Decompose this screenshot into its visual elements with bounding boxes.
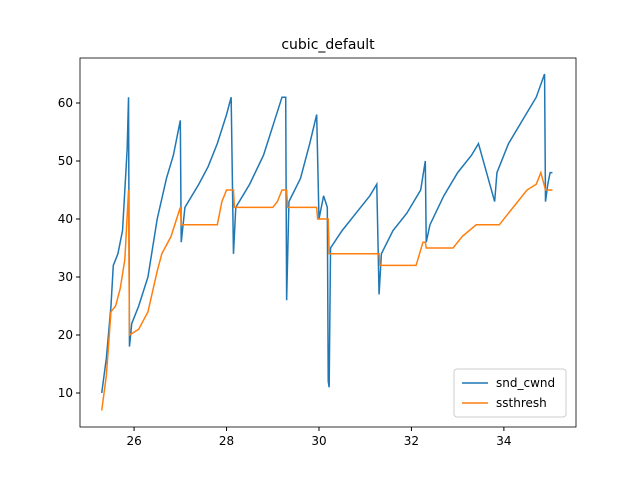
data-line	[100, 73, 553, 394]
y-tick-label: 60	[58, 96, 73, 110]
data-line	[100, 170, 553, 411]
x-tick-label: 28	[219, 434, 234, 448]
plot-frame	[79, 57, 577, 428]
y-tick-label: 50	[58, 154, 73, 168]
y-tick-label: 30	[58, 270, 73, 284]
y-tick-label: 20	[58, 328, 73, 342]
x-tick-label: 26	[126, 434, 141, 448]
legend-box	[453, 368, 567, 418]
x-tick-label: 34	[496, 434, 511, 448]
x-tick-label: 32	[404, 434, 419, 448]
y-tick-label: 40	[58, 212, 73, 226]
x-tick-label: 30	[311, 434, 326, 448]
y-tick-label: 10	[58, 386, 73, 400]
chart-title: cubic_default	[281, 37, 375, 53]
legend-label: ssthresh	[496, 396, 547, 410]
legend-label: snd_cwnd	[496, 376, 555, 390]
